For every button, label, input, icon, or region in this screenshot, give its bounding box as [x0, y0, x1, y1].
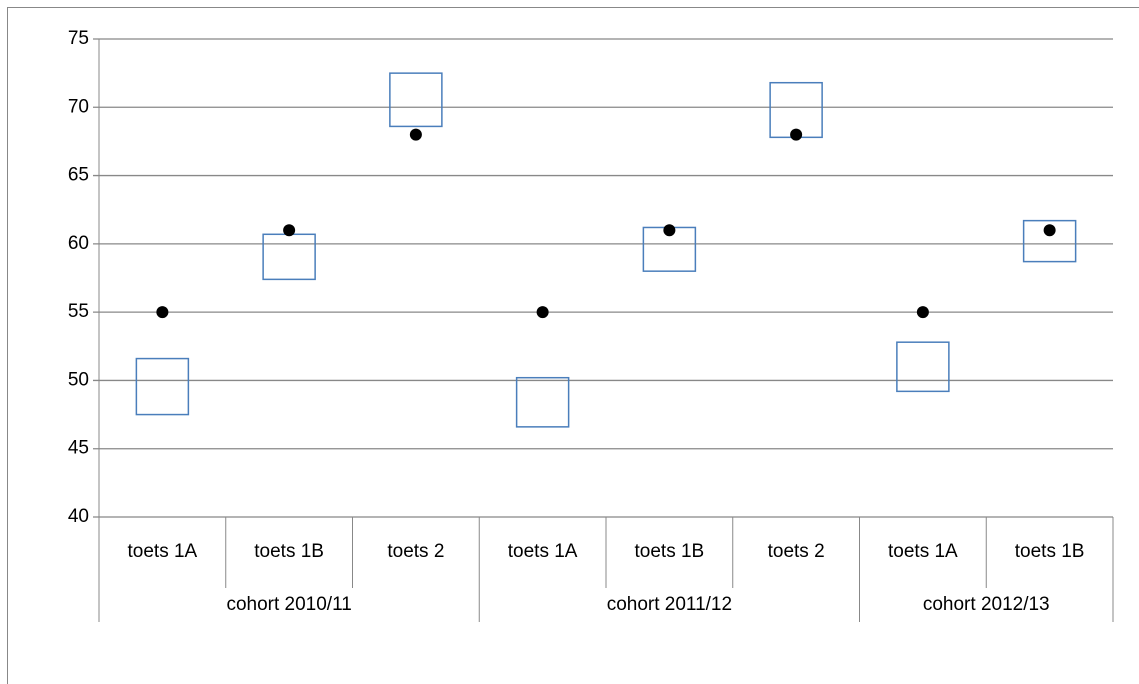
- point: [663, 224, 676, 237]
- box: [262, 233, 316, 281]
- point: [283, 224, 296, 237]
- point: [790, 128, 803, 141]
- box: [515, 376, 570, 428]
- y-tick-label: 40: [68, 506, 89, 527]
- point: [1043, 224, 1056, 237]
- y-tick-label: 75: [68, 28, 89, 49]
- point: [409, 128, 422, 141]
- y-tick-label: 65: [68, 165, 89, 186]
- group-label: cohort 2012/13: [923, 594, 1050, 615]
- y-tick-label: 50: [68, 369, 89, 390]
- point: [916, 306, 929, 319]
- box: [389, 72, 443, 128]
- x-tick-label: toets 1B: [635, 541, 705, 562]
- point: [156, 306, 169, 319]
- group-label: cohort 2011/12: [607, 594, 732, 615]
- x-tick-label: toets 1B: [254, 541, 324, 562]
- x-tick-label: toets 2: [768, 541, 825, 562]
- y-tick-label: 70: [68, 96, 89, 117]
- box: [1022, 219, 1077, 263]
- group-label: cohort 2010/11: [226, 594, 351, 615]
- point: [536, 306, 549, 319]
- x-tick-label: toets 1A: [888, 541, 958, 562]
- x-tick-label: toets 1A: [508, 541, 578, 562]
- chart-border: [7, 7, 1139, 684]
- y-tick-label: 55: [68, 301, 89, 322]
- x-tick-label: toets 1B: [1015, 541, 1085, 562]
- box: [896, 341, 950, 393]
- y-tick-label: 45: [68, 438, 89, 459]
- box: [135, 357, 190, 416]
- y-tick-label: 60: [68, 233, 89, 254]
- x-tick-label: toets 2: [387, 541, 444, 562]
- x-tick-label: toets 1A: [128, 541, 198, 562]
